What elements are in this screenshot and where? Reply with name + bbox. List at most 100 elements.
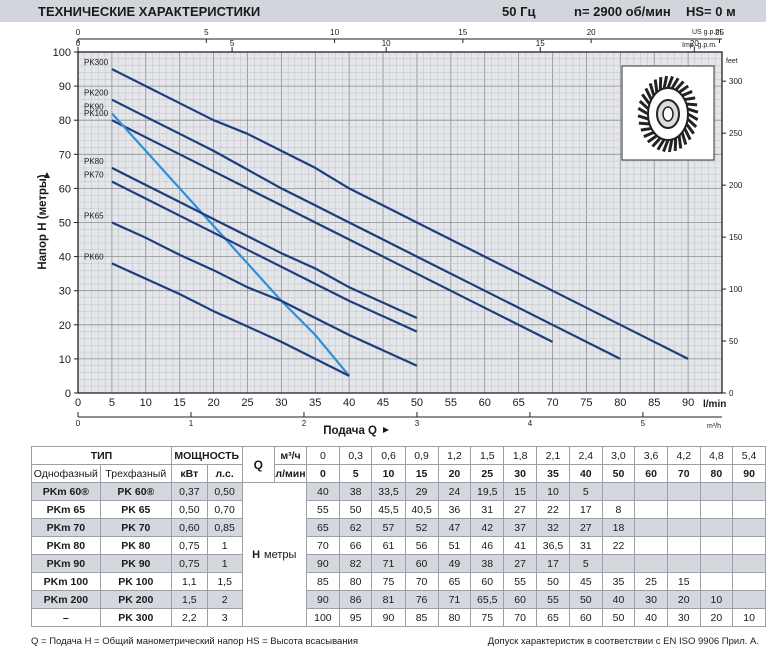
three-phase-model: PK 100 <box>99 572 172 591</box>
head-value <box>666 554 701 573</box>
head-value: 24 <box>437 482 472 501</box>
x-tick-label: 20 <box>207 397 219 409</box>
x-tick-label: 70 <box>546 397 558 409</box>
usgpm-tick-label: 0 <box>76 28 81 37</box>
table-row: PKm 200 PK 200 1,5 2 90 86 81 76 71 65,5 60 55 50 40 3… <box>31 590 766 609</box>
head-value: 31 <box>569 536 603 555</box>
q-lmin-value: 60 <box>634 464 668 483</box>
head-value: 35 <box>601 572 636 591</box>
head-value <box>732 572 766 591</box>
head-value: 33,5 <box>371 482 406 501</box>
power-hp: 0,85 <box>206 518 243 537</box>
impgpm-tick-label: 0 <box>76 39 81 48</box>
head-value: 17 <box>569 500 603 519</box>
head-value: 20 <box>699 608 734 627</box>
head-value: 80 <box>338 572 373 591</box>
feet-tick-label: 300 <box>729 77 743 86</box>
usgpm-tick-label: 25 <box>715 28 724 37</box>
power-kw: 0,50 <box>170 500 208 519</box>
q-m3h-value: 0,3 <box>338 446 373 465</box>
three-phase-model: PK 200 <box>99 590 172 609</box>
head-value: 50 <box>569 590 603 609</box>
x-unit-m3h: m³/h <box>707 423 721 430</box>
x-tick-label: 5 <box>109 397 115 409</box>
table-row: – PK 300 2,2 3 100 95 90 85 80 75 70 65 60 50 40 30 20 10 <box>31 608 766 627</box>
m3h-tick-label: 2 <box>302 419 307 428</box>
y-tick-label: 100 <box>53 47 71 59</box>
h-unit: метры <box>264 548 297 561</box>
head-value: 82 <box>338 554 373 573</box>
m3h-tick-label: 4 <box>528 419 533 428</box>
table-row: PKm 90 PK 90 0,75 1 90 82 71 60 49 38 27 17 5 <box>31 554 766 573</box>
power-hp: 3 <box>206 608 243 627</box>
head-value: 95 <box>338 608 373 627</box>
head-value: 25 <box>634 572 668 591</box>
head-value <box>732 590 766 609</box>
head-value <box>601 482 636 501</box>
q-m3h-value: 0,9 <box>404 446 439 465</box>
head-value: 42 <box>470 518 505 537</box>
x-tick-label: 35 <box>309 397 321 409</box>
curve-label-pk60: PK60 <box>84 252 104 261</box>
m3h-tick-label: 0 <box>76 419 81 428</box>
head-value: 49 <box>437 554 472 573</box>
q-m3h-value: 2,4 <box>569 446 603 465</box>
x-tick-label: 40 <box>343 397 355 409</box>
power-header: МОЩНОСТЬ <box>170 446 243 465</box>
single-phase-header: Однофазный <box>31 464 101 483</box>
hp-header: л.с. <box>206 464 243 483</box>
head-value: 57 <box>371 518 406 537</box>
q-lmin-value: 15 <box>404 464 439 483</box>
head-value: 22 <box>535 500 571 519</box>
three-phase-model: PK 70 <box>99 518 172 537</box>
h-label: H <box>252 548 261 561</box>
head-value <box>732 536 766 555</box>
power-kw: 1,5 <box>170 590 208 609</box>
head-value: 15 <box>503 482 537 501</box>
head-value: 5 <box>569 482 603 501</box>
head-value: 45,5 <box>371 500 406 519</box>
head-value: 70 <box>503 608 537 627</box>
head-value: 75 <box>470 608 505 627</box>
table-row: PKm 70 PK 70 0,60 0,85 65 62 57 52 47 42 37 32 27 18 <box>31 518 766 537</box>
table-row: PKm 65 PK 65 0,50 0,70 55 50 45,5 40,5 36 31 27 22 1… <box>31 500 766 519</box>
head-value: 52 <box>404 518 439 537</box>
head-value: 32 <box>535 518 571 537</box>
head-value <box>699 518 734 537</box>
x-tick-label: 90 <box>682 397 694 409</box>
y-tick-label: 20 <box>59 320 71 332</box>
head-value: 27 <box>569 518 603 537</box>
head-value: 27 <box>503 554 537 573</box>
head-value: 10 <box>535 482 571 501</box>
q-lmin-value: 0 <box>305 464 340 483</box>
power-hp: 1 <box>206 554 243 573</box>
head-value <box>666 518 701 537</box>
type-header: ТИП <box>31 446 172 465</box>
curve-label-pk200: PK200 <box>84 89 109 98</box>
x-tick-label: 65 <box>513 397 525 409</box>
head-value: 8 <box>601 500 636 519</box>
feet-tick-label: 250 <box>729 129 743 138</box>
head-value: 30 <box>634 590 668 609</box>
q-lmin-value: 50 <box>601 464 636 483</box>
feet-tick-label: 200 <box>729 181 743 190</box>
y-tick-label: 90 <box>59 81 71 93</box>
power-kw: 0,75 <box>170 554 208 573</box>
q-m3h-unit: м³/ч <box>274 446 307 465</box>
head-value: 61 <box>371 536 406 555</box>
curve-pk300 <box>111 68 689 360</box>
feet-tick-label: 150 <box>729 233 743 242</box>
power-kw: 0,37 <box>170 482 208 501</box>
m3h-tick-label: 1 <box>189 419 194 428</box>
table-row: PKm 80 PK 80 0,75 1 70 66 61 56 51 46 41 36,5 31 22 <box>31 536 766 555</box>
three-phase-model: PK 80 <box>99 536 172 555</box>
head-value: 29 <box>404 482 439 501</box>
curve-pk80 <box>111 166 418 320</box>
head-value <box>634 554 668 573</box>
q-lmin-value: 40 <box>569 464 603 483</box>
x-tick-label: 75 <box>580 397 592 409</box>
three-phase-model: PK 65 <box>99 500 172 519</box>
feet-tick-label: 0 <box>729 389 734 398</box>
